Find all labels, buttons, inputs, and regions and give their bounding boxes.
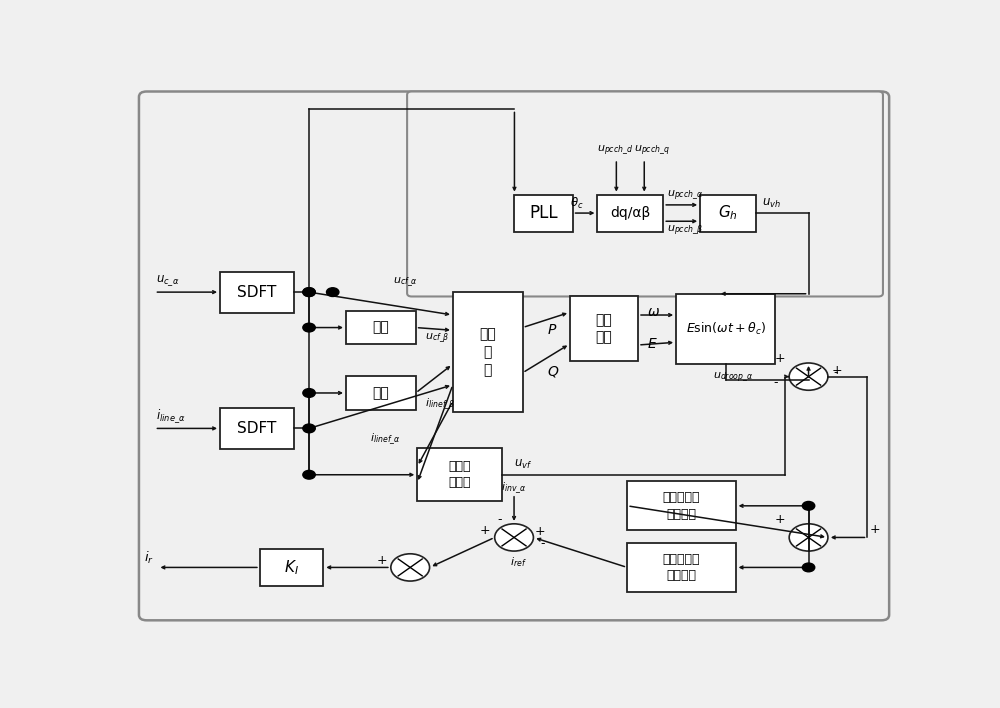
- Text: $P$: $P$: [547, 324, 557, 337]
- Text: $\theta_c$: $\theta_c$: [570, 195, 583, 211]
- Text: -: -: [773, 375, 777, 389]
- Text: $i_{ref}$: $i_{ref}$: [510, 555, 526, 569]
- Circle shape: [303, 389, 315, 397]
- Text: -: -: [833, 366, 838, 379]
- FancyBboxPatch shape: [407, 91, 883, 297]
- Text: +: +: [775, 352, 785, 365]
- FancyBboxPatch shape: [346, 376, 416, 410]
- Text: $i_{line\_\alpha}$: $i_{line\_\alpha}$: [156, 408, 186, 426]
- Text: +: +: [832, 364, 843, 377]
- Circle shape: [802, 563, 815, 572]
- Text: -: -: [498, 513, 502, 526]
- Circle shape: [303, 470, 315, 479]
- FancyBboxPatch shape: [597, 195, 663, 232]
- Circle shape: [326, 287, 339, 297]
- Text: $u_{pcch\_d}$: $u_{pcch\_d}$: [597, 143, 633, 156]
- Text: $u_{pcch\_\alpha}$: $u_{pcch\_\alpha}$: [667, 189, 703, 202]
- FancyBboxPatch shape: [700, 195, 756, 232]
- Text: 第一准比例
谐振控制: 第一准比例 谐振控制: [663, 491, 700, 520]
- Text: SDFT: SDFT: [237, 285, 276, 299]
- FancyBboxPatch shape: [220, 408, 294, 449]
- Text: +: +: [775, 513, 785, 526]
- FancyBboxPatch shape: [627, 543, 736, 592]
- Circle shape: [802, 501, 815, 510]
- Circle shape: [303, 287, 315, 297]
- Text: $i_{inv\_\alpha}$: $i_{inv\_\alpha}$: [501, 481, 527, 496]
- Text: $G_h$: $G_h$: [718, 204, 738, 222]
- Circle shape: [789, 524, 828, 551]
- Text: $u_{c\_\alpha}$: $u_{c\_\alpha}$: [156, 273, 179, 287]
- Text: $E$: $E$: [647, 337, 658, 351]
- Text: $u_{cf\_\beta}$: $u_{cf\_\beta}$: [425, 331, 450, 346]
- FancyBboxPatch shape: [139, 91, 889, 620]
- Text: 下垂
控制: 下垂 控制: [596, 313, 612, 345]
- Circle shape: [789, 363, 828, 390]
- Text: dq/αβ: dq/αβ: [610, 206, 650, 220]
- Circle shape: [303, 424, 315, 433]
- Text: 虚拟基
波阱恐: 虚拟基 波阱恐: [449, 460, 471, 489]
- Text: +: +: [480, 525, 491, 537]
- Circle shape: [495, 524, 533, 551]
- Text: $u_{vh}$: $u_{vh}$: [762, 197, 781, 210]
- Text: +: +: [376, 554, 387, 567]
- Text: $u_{pcch\_q}$: $u_{pcch\_q}$: [634, 143, 670, 156]
- FancyBboxPatch shape: [453, 292, 523, 412]
- Circle shape: [303, 323, 315, 332]
- FancyBboxPatch shape: [260, 549, 323, 586]
- FancyBboxPatch shape: [627, 481, 736, 530]
- FancyBboxPatch shape: [676, 294, 775, 363]
- Text: 第二准比例
谐振控制: 第二准比例 谐振控制: [663, 553, 700, 582]
- Text: $i_r$: $i_r$: [144, 549, 154, 566]
- Text: $u_{vf}$: $u_{vf}$: [514, 458, 532, 472]
- Text: -: -: [540, 537, 545, 551]
- FancyBboxPatch shape: [570, 296, 638, 361]
- Text: 功率
计
算: 功率 计 算: [479, 327, 496, 377]
- Text: $K_I$: $K_I$: [284, 558, 299, 577]
- Circle shape: [303, 287, 315, 297]
- Text: $i_{linef\_\alpha}$: $i_{linef\_\alpha}$: [370, 432, 400, 447]
- Text: +: +: [870, 523, 881, 536]
- Text: $\omega$: $\omega$: [647, 305, 660, 319]
- Circle shape: [391, 554, 430, 581]
- FancyBboxPatch shape: [417, 448, 502, 501]
- FancyBboxPatch shape: [346, 311, 416, 345]
- Text: $Q$: $Q$: [547, 364, 559, 379]
- Text: +: +: [534, 525, 545, 539]
- Text: PLL: PLL: [529, 204, 558, 222]
- Text: $i_{linef\_\beta}$: $i_{linef\_\beta}$: [425, 396, 455, 412]
- Text: $u_{droop\_\alpha}$: $u_{droop\_\alpha}$: [713, 370, 754, 384]
- FancyBboxPatch shape: [220, 272, 294, 312]
- Text: SDFT: SDFT: [237, 421, 276, 436]
- FancyBboxPatch shape: [514, 195, 573, 232]
- Text: $E\sin(\omega t+\theta_c)$: $E\sin(\omega t+\theta_c)$: [686, 321, 766, 337]
- Text: $u_{pcch\_\beta}$: $u_{pcch\_\beta}$: [667, 224, 703, 237]
- Text: 延时: 延时: [372, 321, 389, 335]
- Text: 延时: 延时: [372, 386, 389, 400]
- Text: $u_{cf\_\alpha}$: $u_{cf\_\alpha}$: [393, 275, 418, 289]
